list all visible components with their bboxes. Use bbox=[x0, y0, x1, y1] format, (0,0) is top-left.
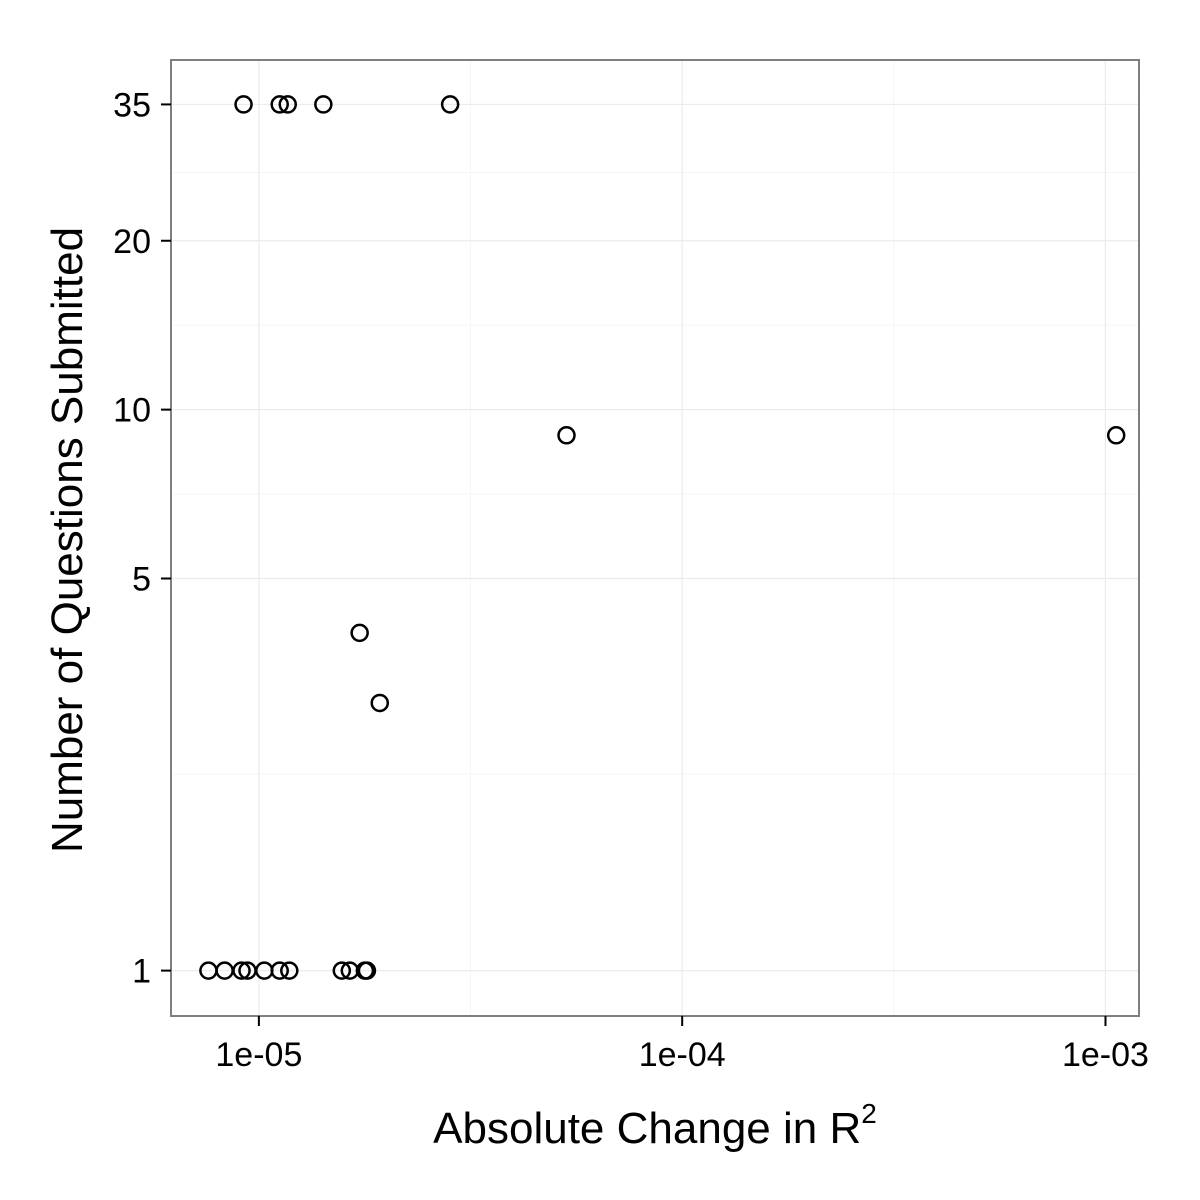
x-tick-label: 1e-05 bbox=[215, 1036, 302, 1074]
data-point bbox=[350, 623, 369, 643]
data-point bbox=[440, 95, 460, 114]
y-tick-label: 20 bbox=[113, 223, 151, 261]
x-axis: 1e-05 1e-04 1e-03 bbox=[215, 1016, 1149, 1074]
y-tick-label: 5 bbox=[132, 560, 151, 598]
data-point bbox=[314, 95, 333, 114]
plot-panel-border bbox=[170, 59, 1140, 1017]
y-tick-label: 35 bbox=[113, 86, 151, 124]
x-axis-title-superscript: 2 bbox=[861, 1098, 877, 1129]
data-point bbox=[232, 961, 251, 980]
y-tick-label: 10 bbox=[113, 392, 151, 430]
x-axis-title-text: Absolute Change in R bbox=[433, 1104, 861, 1153]
data-point bbox=[332, 961, 352, 980]
data-point bbox=[270, 95, 289, 114]
data-point bbox=[557, 426, 576, 445]
y-axis: 1 5 10 20 35 bbox=[113, 86, 171, 991]
data-point bbox=[357, 961, 377, 980]
x-tick-label: 1e-03 bbox=[1062, 1036, 1149, 1074]
data-point bbox=[234, 95, 253, 114]
data-point bbox=[270, 961, 289, 980]
data-point bbox=[1106, 426, 1126, 445]
data-point bbox=[278, 95, 297, 114]
minor-gridlines bbox=[171, 60, 1139, 1016]
x-axis-title: Absolute Change in R2 bbox=[433, 1098, 877, 1153]
x-tick-label: 1e-04 bbox=[639, 1036, 726, 1074]
data-point bbox=[280, 961, 299, 980]
data-points bbox=[199, 95, 1126, 980]
data-point bbox=[370, 693, 390, 713]
y-tick-label: 1 bbox=[132, 953, 151, 991]
y-axis-title: Number of Questions Submitted bbox=[43, 227, 92, 853]
